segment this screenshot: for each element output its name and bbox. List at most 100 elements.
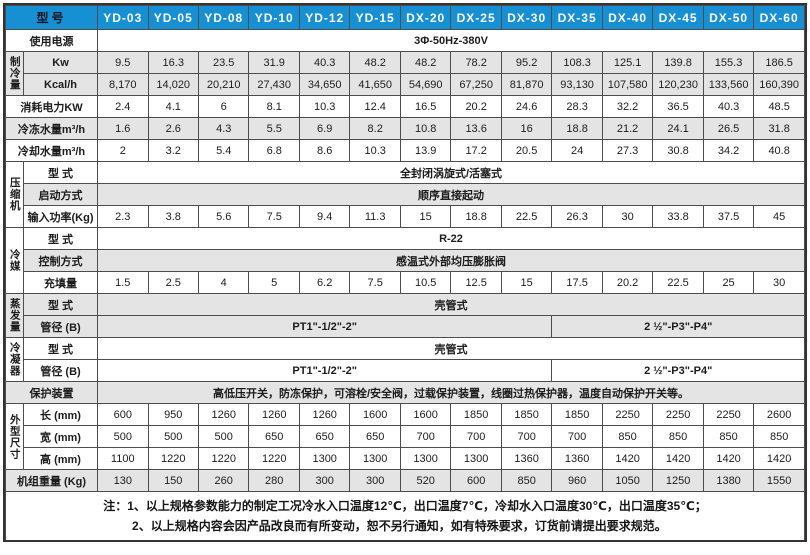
value-cell: 1220 bbox=[248, 447, 300, 470]
value-cell: 5 bbox=[248, 271, 300, 294]
table-row-cooling-water-flow: 冷却水量m³/h 2 3.2 5.4 6.8 8.6 10.3 13.9 17.2 20.5 24 2… bbox=[4, 139, 805, 162]
spec-sheet-frame: 型号 YD-03 YD-05 YD-08 YD-10 YD-12 YD-15 DX-20 DX-… bbox=[3, 3, 807, 542]
value-cell: 17.5 bbox=[551, 271, 603, 294]
value-cell: 1360 bbox=[551, 447, 603, 470]
value-cell: 133,560 bbox=[702, 73, 755, 96]
section-label-refrigerant-type: 冷媒 bbox=[5, 227, 24, 294]
column-header-model: 型号 bbox=[4, 5, 99, 30]
column-header-YD-05: YD-05 bbox=[147, 5, 199, 30]
row-label-condenser-pipe: 管径 (B) bbox=[22, 359, 99, 382]
table-row-dimension-width: 宽 (mm) 500 500 500 650 650 650 700 700 700 700 850 8… bbox=[6, 425, 805, 448]
value-cell: 2600 bbox=[753, 403, 805, 426]
value-cell: 1260 bbox=[197, 403, 250, 426]
value-cell: 2.4 bbox=[97, 95, 149, 118]
value-cell: 650 bbox=[349, 425, 401, 448]
row-label-protection-devices: 保护装置 bbox=[4, 381, 99, 404]
value-cell: 1.5 bbox=[97, 271, 149, 294]
value-cell: 6.2 bbox=[298, 271, 351, 294]
row-label-dimension-width: 宽 (mm) bbox=[22, 425, 99, 448]
table-row-dimension-length: 外型尺寸长 (mm) 600 950 1260 1260 1260 1600 1600 1850… bbox=[5, 403, 805, 470]
value-cell: 16.3 bbox=[147, 51, 199, 74]
table-row-power-supply: 使用电源 3Φ-50Hz-380V bbox=[4, 29, 805, 52]
value-cell: 500 bbox=[97, 425, 149, 448]
value-cell: 93,130 bbox=[551, 73, 603, 96]
value-cell: 1220 bbox=[147, 447, 199, 470]
value-cell: 8.2 bbox=[349, 117, 401, 140]
value-cell: 700 bbox=[500, 425, 553, 448]
merged-value-cell: 2 ½"-P3"-P4" bbox=[551, 315, 805, 338]
value-cell: 15 bbox=[399, 205, 452, 228]
value-cell: 6 bbox=[197, 95, 250, 118]
value-cell: 10.5 bbox=[399, 271, 452, 294]
row-label-power-supply: 使用电源 bbox=[4, 29, 99, 52]
value-cell: 4.3 bbox=[197, 117, 250, 140]
value-cell: 300 bbox=[298, 469, 351, 492]
value-cell: 8.1 bbox=[248, 95, 300, 118]
merged-value-cell: 高低压开关，防冻保护，可溶栓/安全阀，过载保护装置，线圈过热保护器，温度自动保护… bbox=[97, 381, 805, 404]
value-cell: 23.5 bbox=[197, 51, 250, 74]
value-cell: 31.8 bbox=[753, 117, 805, 140]
value-cell: 18.8 bbox=[450, 205, 502, 228]
value-cell: 1850 bbox=[551, 403, 603, 426]
header-row: 型号 YD-03 YD-05 YD-08 YD-10 YD-12 YD-15 DX-20 DX-… bbox=[4, 5, 805, 30]
value-cell: 1050 bbox=[601, 469, 654, 492]
column-header-YD-03: YD-03 bbox=[97, 5, 149, 30]
value-cell: 1300 bbox=[450, 447, 502, 470]
value-cell: 700 bbox=[399, 425, 452, 448]
table-row-chilled-water-flow: 冷冻水量m³/h 1.6 2.6 4.3 5.5 6.9 8.2 10.8 13.6 16 18.8… bbox=[4, 117, 805, 140]
value-cell: 160,390 bbox=[753, 73, 805, 96]
value-cell: 36.5 bbox=[652, 95, 704, 118]
value-cell: 1300 bbox=[298, 447, 351, 470]
table-row-protection-devices: 保护装置 高低压开关，防冻保护，可溶栓/安全阀，过载保护装置，线圈过热保护器，温度… bbox=[4, 381, 805, 404]
value-cell: 1360 bbox=[500, 447, 553, 470]
notes-cell: 注：1、以上规格参数能力的制定工况冷水入口温度12℃，出口温度7℃，冷却水入口温… bbox=[5, 491, 805, 540]
merged-value-cell: R-22 bbox=[97, 227, 805, 250]
value-cell: 8.6 bbox=[298, 139, 351, 162]
value-cell: 9.5 bbox=[97, 51, 149, 74]
value-cell: 20.2 bbox=[601, 271, 654, 294]
value-cell: 10.3 bbox=[298, 95, 351, 118]
section-label-condenser-type: 冷凝器 bbox=[5, 337, 24, 382]
value-cell: 4 bbox=[197, 271, 250, 294]
value-cell: 34.2 bbox=[702, 139, 755, 162]
value-cell: 12.4 bbox=[349, 95, 401, 118]
column-header-DX-45: DX-45 bbox=[652, 5, 704, 30]
row-label-dimension-height: 高 (mm) bbox=[22, 447, 99, 470]
value-cell: 1300 bbox=[399, 447, 452, 470]
value-cell: 41,650 bbox=[349, 73, 401, 96]
value-cell: 130 bbox=[97, 469, 149, 492]
table-row-capacity-kcal: Kcal/h 8,170 14,020 20,210 27,430 34,650 41,65… bbox=[6, 73, 805, 96]
column-header-DX-50: DX-50 bbox=[702, 5, 755, 30]
section-label-compressor-type: 压缩机 bbox=[5, 161, 24, 228]
value-cell: 520 bbox=[399, 469, 452, 492]
row-label-cooling-water-flow: 冷却水量m³/h bbox=[4, 139, 99, 162]
value-cell: 5.4 bbox=[197, 139, 250, 162]
column-header-YD-10: YD-10 bbox=[248, 5, 300, 30]
row-label-evaporator-type: 型 式 bbox=[22, 293, 99, 316]
value-cell: 13.6 bbox=[450, 117, 502, 140]
value-cell: 7.5 bbox=[248, 205, 300, 228]
value-cell: 4.1 bbox=[147, 95, 199, 118]
value-cell: 16 bbox=[500, 117, 553, 140]
value-cell: 950 bbox=[147, 403, 199, 426]
value-cell: 1420 bbox=[753, 447, 805, 470]
value-cell: 14,020 bbox=[147, 73, 199, 96]
value-cell: 20.2 bbox=[450, 95, 502, 118]
value-cell: 6.9 bbox=[298, 117, 351, 140]
column-header-YD-15: YD-15 bbox=[349, 5, 401, 30]
value-cell: 2.5 bbox=[147, 271, 199, 294]
merged-value-cell: PT1"-1/2"-2" bbox=[97, 315, 553, 338]
value-cell: 40.3 bbox=[702, 95, 755, 118]
row-label-unit-weight: 机组重量 (Kg) bbox=[4, 469, 99, 492]
column-header-YD-08: YD-08 bbox=[197, 5, 250, 30]
value-cell: 18.8 bbox=[551, 117, 603, 140]
value-cell: 40.3 bbox=[298, 51, 351, 74]
value-cell: 16.5 bbox=[399, 95, 452, 118]
value-cell: 280 bbox=[248, 469, 300, 492]
value-cell: 850 bbox=[500, 469, 553, 492]
value-cell: 1380 bbox=[702, 469, 755, 492]
column-header-DX-25: DX-25 bbox=[450, 5, 502, 30]
value-cell: 27.3 bbox=[601, 139, 654, 162]
value-cell: 2.3 bbox=[97, 205, 149, 228]
note-line-2: 2、以上规格内容会因产品改良而有所变动，恕不另行通知，如有特殊要求，订货前请提出… bbox=[132, 519, 667, 533]
